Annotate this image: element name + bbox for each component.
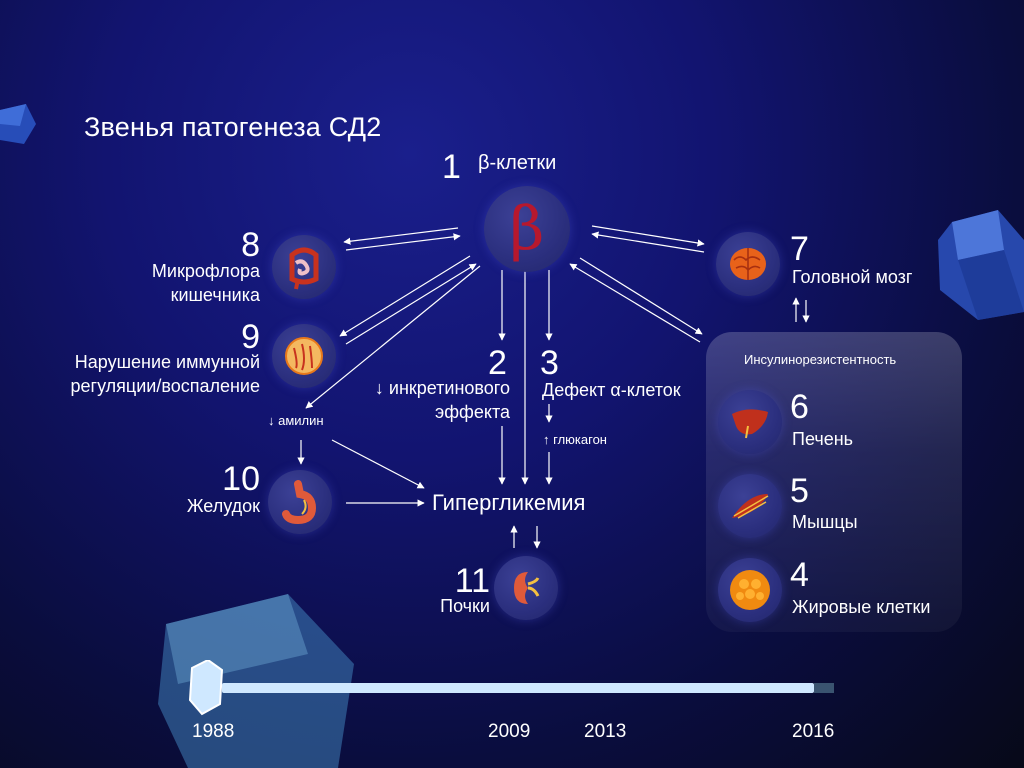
arrow-beta-to-immune xyxy=(339,255,471,337)
arrow-immune-to-beta xyxy=(345,263,477,345)
timeline-year-1988: 1988 xyxy=(192,721,235,742)
node-2-label-line2: эффекта xyxy=(435,402,510,422)
timeline-year-2009: 2009 xyxy=(488,721,531,742)
intestine-icon xyxy=(272,235,336,299)
fat-cells-icon xyxy=(718,558,782,622)
node-10-label: Желудок xyxy=(186,496,260,516)
node-9-number: 9 xyxy=(241,318,260,356)
muscle-icon xyxy=(718,474,782,538)
node-8-label-line2: кишечника xyxy=(170,285,260,305)
glucagon-label: ↑ глюкагон xyxy=(543,432,607,447)
node-5-number: 5 xyxy=(790,472,809,510)
timeline-marker-icon xyxy=(188,660,224,716)
node-5-label: Мышцы xyxy=(792,512,858,532)
kidney-icon xyxy=(494,556,558,620)
arrow-beta-to-amylin xyxy=(305,265,481,409)
node-3-number: 3 xyxy=(540,344,559,382)
arrow-microflora-to-beta xyxy=(345,233,461,251)
node-6-number: 6 xyxy=(790,388,809,426)
node-9-label-line1: Нарушение иммунной xyxy=(74,352,260,372)
node-7-label: Головной мозг xyxy=(792,267,913,287)
immune-cell-icon xyxy=(272,324,336,388)
liver-icon xyxy=(718,390,782,454)
page-title: Звенья патогенеза СД2 xyxy=(84,112,382,142)
node-10-number: 10 xyxy=(222,460,260,498)
arrow-beta-to-microflora xyxy=(343,227,459,245)
arrow-beta-to-brain xyxy=(591,225,705,247)
node-11-label: Почки xyxy=(440,596,490,616)
insulin-resistance-label: Инсулинорезистентность xyxy=(744,352,897,367)
node-6-label: Печень xyxy=(792,429,854,449)
timeline-year-2016: 2016 xyxy=(792,721,835,742)
arrow-amylin-to-hyperglycemia xyxy=(331,439,425,489)
node-9-label-line2: регуляции/воспаление xyxy=(70,376,260,396)
hyperglycemia-label: Гипергликемия xyxy=(432,490,586,515)
arrow-beta-to-resistance xyxy=(579,257,703,335)
node-8-label-line1: Микрофлора xyxy=(151,261,260,281)
node-4-label: Жировые клетки xyxy=(792,597,931,617)
timeline-year-2013: 2013 xyxy=(584,721,627,742)
crystal-left-decoration xyxy=(0,104,36,144)
node-2-number: 2 xyxy=(488,344,507,382)
node-2-label-line1: ↓ инкретинового xyxy=(374,378,510,398)
brain-icon xyxy=(716,232,780,296)
node-1-label: β-клетки xyxy=(478,152,557,174)
stomach-icon xyxy=(268,470,332,534)
beta-symbol: β xyxy=(509,194,545,264)
crystal-bottom-decoration xyxy=(158,594,354,768)
timeline-bar xyxy=(222,683,814,693)
arrow-brain-to-beta xyxy=(591,231,705,253)
node-8-number: 8 xyxy=(241,226,260,264)
crystal-right-decoration xyxy=(938,210,1024,320)
amylin-label: ↓ амилин xyxy=(268,413,324,428)
node-4-number: 4 xyxy=(790,556,809,594)
node-7-number: 7 xyxy=(790,230,809,268)
beta-cell-icon: β xyxy=(484,186,570,272)
node-3-label: Дефект α-клеток xyxy=(542,380,681,400)
node-1-number: 1 xyxy=(442,148,461,186)
node-11-number: 11 xyxy=(454,562,490,600)
arrow-resistance-to-beta xyxy=(569,263,701,343)
timeline-bar-end xyxy=(814,683,834,693)
